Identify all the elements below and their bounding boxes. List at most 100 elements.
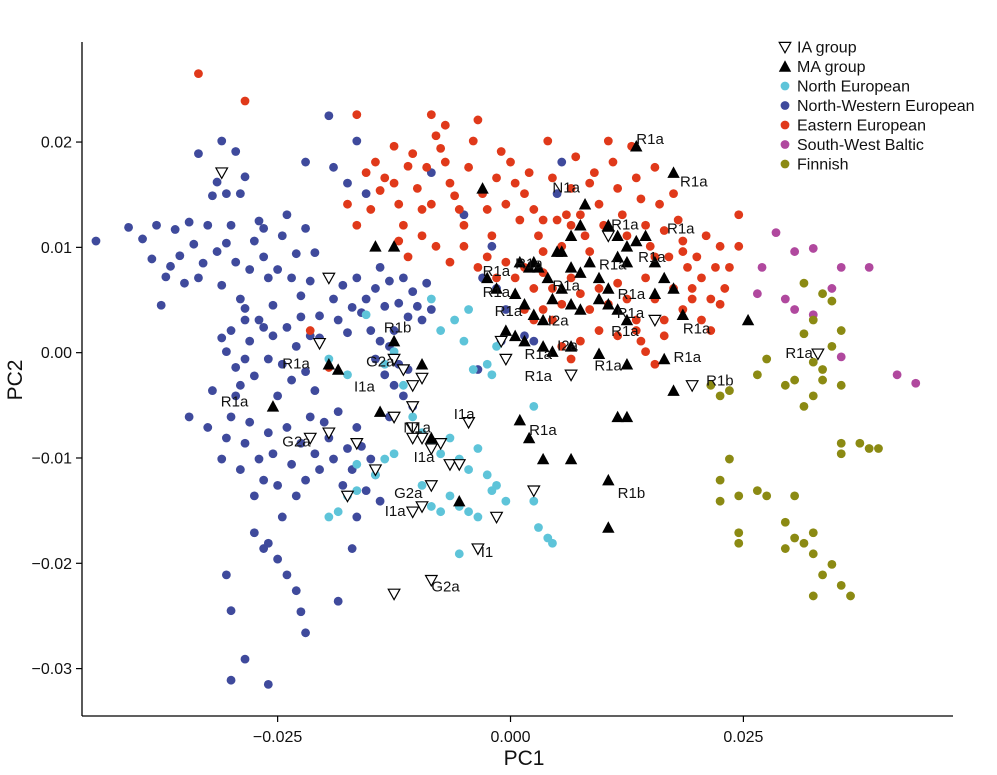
point-north-western-european [398, 273, 408, 283]
point-north-western-european [366, 454, 376, 464]
point-eastern-european [426, 110, 436, 120]
point-north-western-european [273, 480, 283, 490]
point-finnish [752, 370, 762, 380]
point-north-european [464, 465, 473, 474]
point-north-western-european [147, 254, 157, 264]
point-eastern-european [715, 241, 725, 251]
point-finnish [836, 581, 846, 590]
haplogroup-label: G2a [431, 579, 460, 596]
point-eastern-european [515, 215, 525, 225]
point-north-western-european [333, 407, 343, 417]
point-eastern-european [631, 315, 641, 325]
point-ma-group [630, 234, 643, 247]
point-finnish [836, 449, 846, 459]
y-tick-label: 0.00 [41, 345, 72, 362]
point-north-western-european [552, 189, 562, 199]
point-eastern-european [501, 257, 511, 267]
point-north-western-european [217, 333, 227, 343]
point-ma-group [620, 313, 634, 326]
point-north-european [436, 326, 446, 335]
point-eastern-european [408, 149, 418, 159]
point-eastern-european [403, 161, 413, 171]
legend-key-south-west-baltic [780, 140, 790, 149]
point-eastern-european [622, 231, 632, 241]
point-south-west-baltic [892, 370, 902, 380]
point-north-european [464, 305, 473, 314]
point-finnish [827, 559, 837, 569]
point-eastern-european [594, 284, 604, 293]
haplogroup-label: R1a [515, 255, 543, 272]
point-eastern-european [594, 199, 604, 209]
point-ma-group [387, 334, 401, 347]
point-ia-group [405, 432, 420, 446]
point-ma-group [536, 313, 550, 326]
point-finnish [836, 326, 846, 335]
y-tick-label: −0.01 [32, 450, 73, 467]
point-eastern-european [566, 220, 576, 230]
point-north-western-european [333, 596, 343, 606]
point-finnish [780, 517, 790, 527]
point-eastern-european [450, 191, 460, 201]
haplogroup-label: N1a [403, 420, 431, 437]
haplogroup-label: R1a [638, 249, 666, 266]
point-north-western-european [338, 280, 348, 290]
point-ia-group [564, 369, 578, 382]
point-ma-group [555, 282, 568, 294]
point-ia-group [424, 574, 439, 588]
point-eastern-european [636, 336, 646, 346]
haplogroup-label: G2a [394, 485, 423, 502]
point-eastern-european [492, 173, 501, 183]
haplogroup-label: R1a [618, 286, 646, 303]
point-north-western-european [240, 172, 250, 182]
point-north-european [473, 444, 483, 453]
point-north-western-european [203, 220, 213, 230]
point-ia-group [322, 427, 336, 440]
point-eastern-european [361, 168, 371, 177]
point-finnish [827, 341, 837, 351]
point-north-european [352, 486, 362, 496]
point-ma-group [667, 166, 680, 178]
point-eastern-european [659, 315, 669, 325]
legend-item-eastern-european: Eastern European [780, 118, 926, 135]
haplogroup-label: I1a [454, 406, 476, 423]
point-finnish [780, 544, 790, 553]
legend-item-finnish: Finnish [780, 157, 849, 174]
point-ma-group [620, 255, 634, 268]
point-ia-group [322, 272, 336, 285]
point-north-western-european [235, 294, 245, 304]
point-eastern-european [417, 231, 427, 241]
point-ma-group [536, 452, 550, 465]
point-finnish [706, 380, 716, 390]
point-eastern-european [506, 157, 515, 167]
point-ia-group [387, 411, 401, 424]
legend-label: Finnish [797, 157, 849, 174]
point-north-western-european [375, 336, 385, 346]
point-eastern-european [706, 294, 716, 304]
point-eastern-european [645, 241, 655, 251]
x-tick-label: 0.025 [723, 729, 763, 746]
point-eastern-european [352, 110, 362, 120]
point-eastern-european [482, 205, 492, 214]
legend-key-north-european [780, 81, 790, 91]
point-eastern-european [575, 289, 585, 299]
point-ia-group [405, 422, 420, 435]
point-eastern-european [389, 178, 399, 188]
point-north-western-european [240, 304, 250, 313]
point-north-western-european [231, 363, 241, 372]
point-north-western-european [403, 312, 413, 322]
point-ma-group [574, 303, 587, 315]
point-ma-group [602, 473, 615, 486]
haplogroup-label: R1a [667, 221, 695, 238]
point-north-western-european [273, 391, 283, 401]
point-eastern-european [575, 336, 585, 346]
point-eastern-european [650, 162, 660, 172]
point-north-european [445, 491, 455, 501]
point-eastern-european [589, 168, 599, 177]
point-north-european [333, 507, 343, 517]
point-eastern-european [422, 162, 432, 172]
point-eastern-european [725, 262, 734, 272]
point-ma-group [667, 384, 680, 396]
haplogroup-label: G2a [282, 433, 311, 450]
point-north-european [343, 370, 352, 380]
point-ia-group [433, 438, 448, 451]
